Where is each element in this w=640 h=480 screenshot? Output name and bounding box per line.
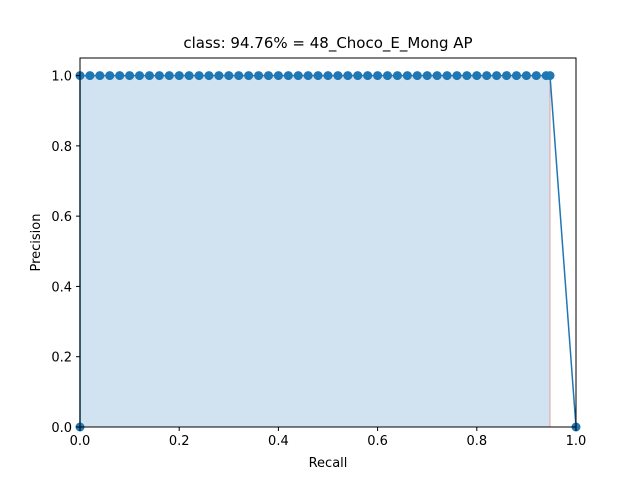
y-tick-label: 0.0	[51, 421, 72, 436]
pr-curve-point	[194, 71, 204, 81]
pr-curve-point	[144, 71, 154, 81]
pr-curve-point	[502, 71, 512, 81]
pr-curve-point	[254, 71, 264, 81]
pr-curve-point	[95, 71, 105, 81]
y-tick-label: 0.8	[51, 140, 72, 155]
y-tick-label: 0.4	[51, 280, 72, 295]
x-tick-label: 1.0	[566, 434, 587, 449]
pr-curve-point	[545, 71, 555, 81]
pr-curve-point	[313, 71, 323, 81]
pr-curve-point	[283, 71, 293, 81]
pr-curve-point	[452, 71, 462, 81]
pr-curve-point	[234, 71, 244, 81]
pr-curve-point	[343, 71, 353, 81]
pr-curve-point	[353, 71, 363, 81]
x-tick-label: 0.4	[268, 434, 289, 449]
pr-curve-point	[383, 71, 393, 81]
pr-curve-point	[154, 71, 164, 81]
pr-curve-point	[244, 71, 254, 81]
x-axis-ticks: 0.0 0.2 0.4 0.6 0.8 1.0	[70, 427, 587, 449]
pr-curve-point	[105, 71, 115, 81]
y-axis-ticks: 0.0 0.2 0.4 0.6 0.8 1.0	[51, 70, 80, 436]
pr-curve-point	[472, 71, 482, 81]
pr-curve-point	[174, 71, 184, 81]
pr-curve-point	[204, 71, 214, 81]
pr-curve-point	[184, 71, 194, 81]
pr-curve-point	[125, 71, 135, 81]
pr-curve-point	[462, 71, 472, 81]
pr-curve-point	[511, 71, 521, 81]
x-tick-label: 0.0	[70, 434, 91, 449]
pr-curve-point	[115, 71, 125, 81]
pr-curve-point	[164, 71, 174, 81]
ap-area-fill	[80, 75, 551, 428]
y-tick-label: 0.6	[51, 210, 72, 225]
pr-curve-point	[402, 71, 412, 81]
x-axis-label: Recall	[309, 456, 348, 471]
pr-curve-point	[482, 71, 492, 81]
pr-curve-point	[521, 71, 531, 81]
pr-curve-point	[492, 71, 502, 81]
pr-curve-point	[85, 71, 95, 81]
chart-title: class: 94.76% = 48_Choco_E_Mong AP	[183, 34, 472, 53]
pr-curve-point	[531, 71, 541, 81]
pr-curve-point	[422, 71, 432, 81]
pr-curve-point	[432, 71, 442, 81]
pr-curve-point	[442, 71, 452, 81]
plot-frame	[79, 57, 577, 428]
pr-curve-point	[224, 71, 234, 81]
x-tick-label: 0.8	[466, 434, 487, 449]
y-tick-label: 0.2	[51, 351, 72, 366]
pr-curve-point	[135, 71, 145, 81]
pr-curve-point	[333, 71, 343, 81]
x-tick-label: 0.2	[169, 434, 190, 449]
pr-curve-point	[303, 71, 313, 81]
pr-curve-point	[263, 71, 273, 81]
pr-curve-point	[392, 71, 402, 81]
y-tick-label: 1.0	[51, 70, 72, 85]
pr-curve-point	[273, 71, 283, 81]
x-tick-label: 0.6	[367, 434, 388, 449]
pr-curve-point	[373, 71, 383, 81]
area-layer	[80, 75, 551, 428]
pr-curve-point	[323, 71, 333, 81]
pr-curve-point	[412, 71, 422, 81]
pr-curve-point	[363, 71, 373, 81]
pr-curve-point	[293, 71, 303, 81]
pr-curve-point	[214, 71, 224, 81]
y-axis-label: Precision	[29, 213, 44, 271]
